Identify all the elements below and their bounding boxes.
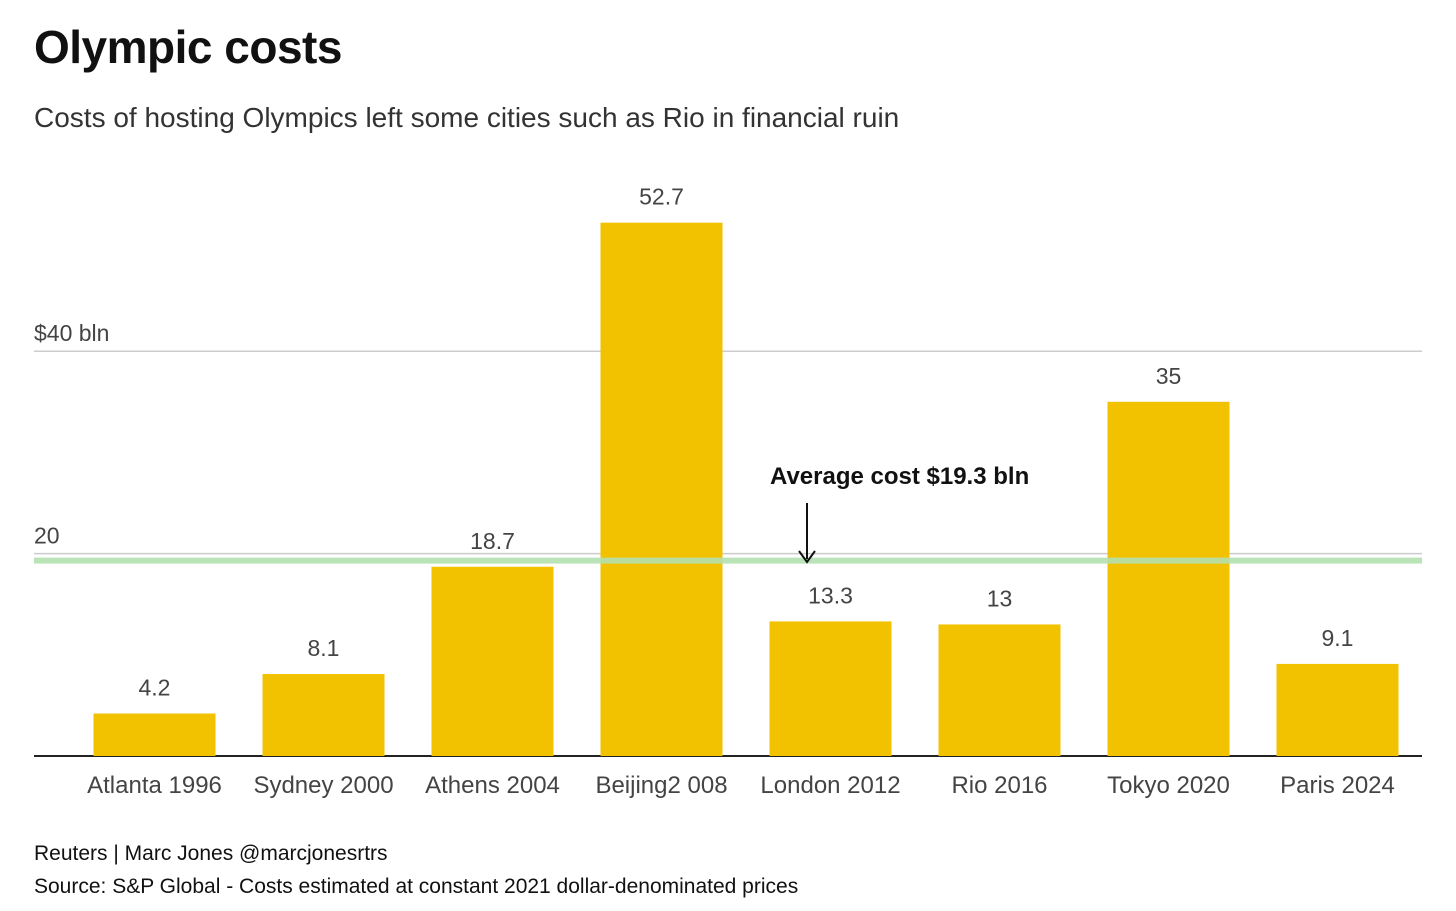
- source-note: Source: S&P Global - Costs estimated at …: [34, 875, 799, 898]
- category-label-6: Tokyo 2020: [1107, 772, 1230, 799]
- bar-5: [938, 624, 1061, 756]
- bar-0: [93, 713, 216, 756]
- bar-3: [600, 222, 723, 756]
- category-label-4: London 2012: [760, 772, 900, 799]
- category-label-7: Paris 2024: [1280, 772, 1395, 799]
- bars: [93, 222, 1399, 756]
- average-arrowhead: [798, 550, 816, 564]
- bar-6: [1107, 401, 1230, 756]
- value-label-1: 8.1: [308, 635, 340, 661]
- category-label-0: Atlanta 1996: [87, 772, 222, 799]
- value-label-6: 35: [1156, 363, 1182, 389]
- category-label-1: Sydney 2000: [253, 772, 393, 799]
- chart-title: Olympic costs: [34, 21, 342, 73]
- value-label-7: 9.1: [1322, 625, 1354, 651]
- chart-subtitle: Costs of hosting Olympics left some citi…: [34, 102, 900, 133]
- value-label-0: 4.2: [139, 674, 171, 700]
- value-label-4: 13.3: [808, 582, 853, 608]
- labels: 4.2 Atlanta 1996 8.1 Sydney 2000 18.7 Athens …: [87, 184, 1395, 799]
- average-annotation: Average cost $19.3 bln: [770, 463, 1029, 490]
- category-label-5: Rio 2016: [951, 772, 1047, 799]
- y-tick-label-40: $40 bln: [34, 320, 109, 346]
- bar-chart: 20 $40 bln Average cost $19.3 bln 4.2 Atla…: [34, 184, 1422, 799]
- bar-1: [262, 674, 385, 756]
- value-label-3: 52.7: [639, 184, 684, 210]
- value-label-5: 13: [987, 585, 1013, 611]
- average-line-group: Average cost $19.3 bln: [34, 463, 1422, 564]
- bar-4: [769, 621, 892, 756]
- bar-7: [1276, 663, 1399, 756]
- y-tick-label-20: 20: [34, 523, 60, 549]
- credit-line: Reuters | Marc Jones @marcjonesrtrs: [34, 842, 388, 865]
- bar-2: [431, 566, 554, 756]
- category-label-3: Beijing2 008: [595, 772, 727, 799]
- value-label-2: 18.7: [470, 528, 515, 554]
- category-label-2: Athens 2004: [425, 772, 560, 799]
